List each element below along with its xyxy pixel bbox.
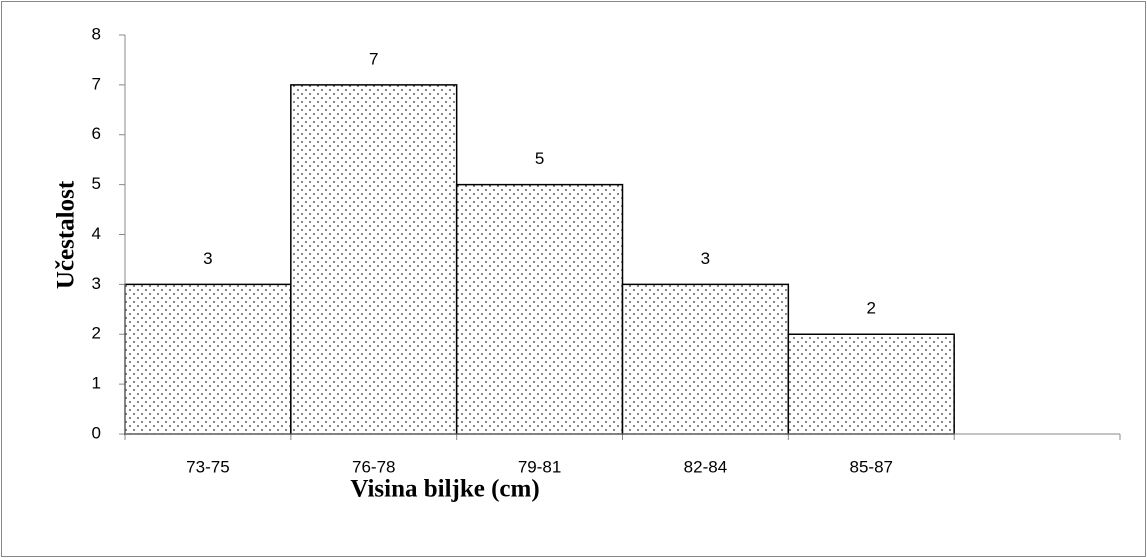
data-label: 3 bbox=[203, 249, 212, 268]
y-tick-label: 6 bbox=[92, 124, 101, 143]
data-label: 5 bbox=[535, 149, 544, 168]
bar bbox=[290, 84, 458, 435]
x-tick-label: 76-78 bbox=[352, 457, 395, 476]
bar bbox=[621, 283, 790, 435]
x-axis-title: Visina biljke (cm) bbox=[350, 476, 539, 503]
bar bbox=[455, 183, 624, 435]
data-label: 2 bbox=[867, 299, 876, 318]
y-tick-label: 4 bbox=[92, 224, 101, 243]
y-tick-label: 5 bbox=[92, 174, 101, 193]
y-axis-title: Učestalost bbox=[53, 180, 80, 289]
y-tick-label: 7 bbox=[92, 74, 101, 93]
y-tick-label: 2 bbox=[92, 324, 101, 343]
x-tick-label: 82-84 bbox=[684, 457, 727, 476]
bar bbox=[787, 333, 955, 435]
y-tick-label: 3 bbox=[92, 274, 101, 293]
y-tick-label: 8 bbox=[92, 24, 101, 43]
y-tick-label: 0 bbox=[92, 423, 101, 442]
bar bbox=[124, 283, 292, 435]
y-tick-label: 1 bbox=[92, 374, 101, 393]
x-tick-label: 73-75 bbox=[186, 457, 229, 476]
x-tick-label: 79-81 bbox=[518, 457, 561, 476]
x-tick-label: 85-87 bbox=[850, 457, 893, 476]
data-label: 7 bbox=[369, 49, 378, 68]
data-label: 3 bbox=[701, 249, 710, 268]
